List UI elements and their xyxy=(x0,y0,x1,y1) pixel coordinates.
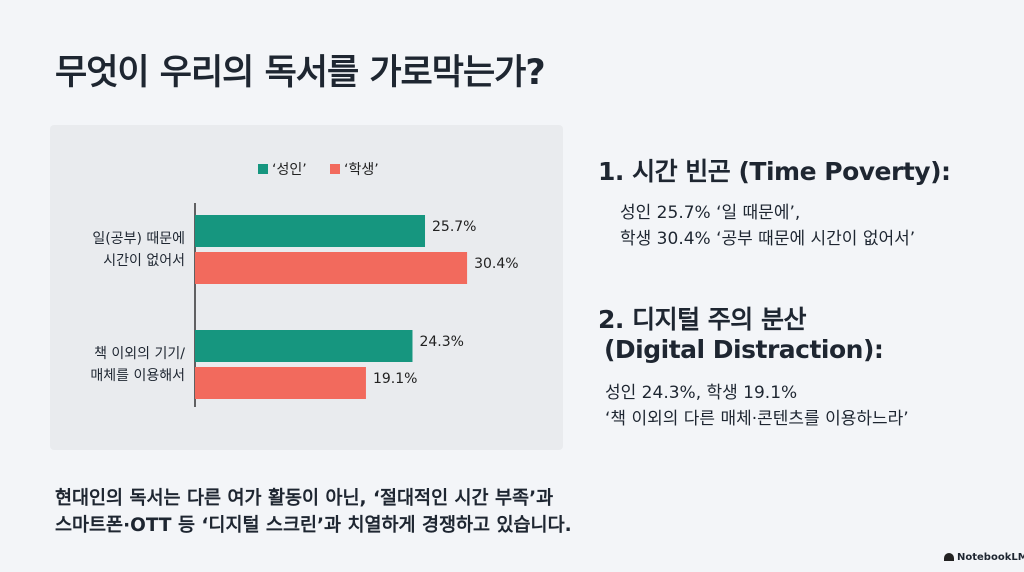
y-tick-label: 일(공부) 때문에 시간이 없어서 xyxy=(92,230,185,269)
slide-title: 무엇이 우리의 독서를 가로막는가? xyxy=(55,53,546,93)
bar xyxy=(195,215,426,247)
y-tick-label: 책 이외의 기기/ 매체를 이용해서 xyxy=(90,345,185,384)
legend-swatch xyxy=(258,164,268,174)
legend-swatch xyxy=(330,164,340,174)
footer-text: NotebookLM xyxy=(957,552,1024,563)
point-heading: 1. 시간 빈곤 (Time Poverty): xyxy=(598,157,951,186)
chart-panel xyxy=(50,125,563,450)
point-line: 성인 24.3%, 학생 19.1% xyxy=(605,383,798,403)
logo xyxy=(944,553,954,561)
summary-line: 스마트폰·OTT 등 ‘디지털 스크린’과 치열하게 경쟁하고 있습니다. xyxy=(55,515,572,536)
legend-label: ‘학생’ xyxy=(344,162,379,178)
bar xyxy=(195,330,413,362)
footer: NotebookLM xyxy=(944,552,1024,563)
bar xyxy=(195,367,366,399)
point-line: ‘책 이외의 다른 매체·콘텐츠를 이용하느라’ xyxy=(605,409,909,429)
value-label: 30.4% xyxy=(474,256,518,272)
value-label: 25.7% xyxy=(432,219,476,235)
point-heading: 2. 디지털 주의 분산 xyxy=(598,305,807,334)
bar xyxy=(195,252,468,284)
legend-label: ‘성인’ xyxy=(272,162,307,178)
point-line: 성인 25.7% ‘일 때문에’, xyxy=(620,203,801,223)
value-label: 24.3% xyxy=(419,334,463,350)
summary-line: 현대인의 독서는 다른 여가 활동이 아닌, ‘절대적인 시간 부족’과 xyxy=(55,488,554,509)
value-label: 19.1% xyxy=(373,371,417,387)
point-line: 학생 30.4% ‘공부 때문에 시간이 없어서’ xyxy=(620,229,916,249)
point-heading: (Digital Distraction): xyxy=(604,335,884,364)
